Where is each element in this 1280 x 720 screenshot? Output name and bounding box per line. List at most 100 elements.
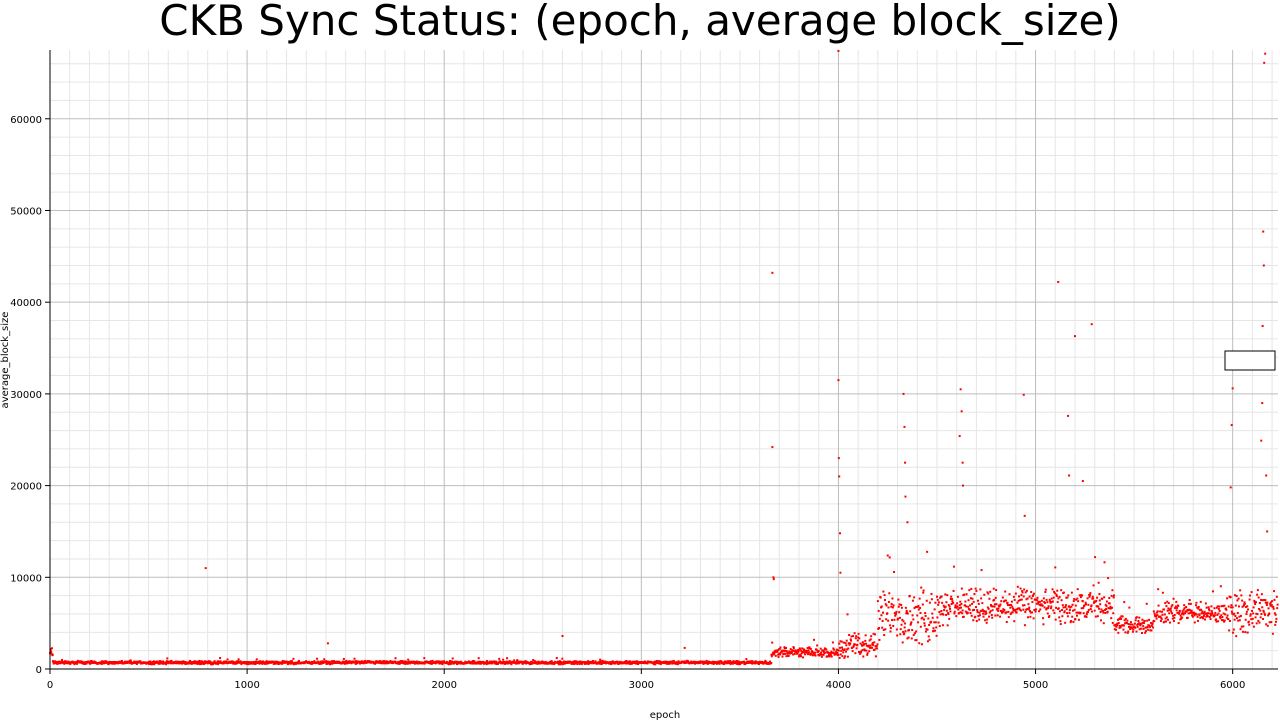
data-point	[844, 655, 847, 658]
data-point	[1256, 613, 1259, 616]
data-point	[1027, 608, 1030, 611]
data-point	[443, 660, 446, 663]
data-point	[743, 660, 746, 663]
data-point	[1220, 614, 1223, 617]
x-tick-label: 6000	[1220, 680, 1245, 691]
data-point	[904, 495, 907, 498]
data-point	[833, 648, 836, 651]
data-point	[949, 607, 952, 610]
data-point	[287, 660, 290, 663]
data-point	[884, 603, 887, 606]
data-point	[1023, 514, 1026, 517]
data-point	[990, 605, 993, 608]
data-point	[957, 608, 960, 611]
data-point	[550, 660, 553, 663]
data-point	[987, 607, 990, 610]
data-point	[470, 662, 473, 665]
data-point	[849, 638, 852, 641]
data-point	[353, 661, 356, 664]
data-point	[820, 655, 823, 658]
data-point	[135, 660, 138, 663]
data-point	[195, 662, 198, 665]
data-point	[1096, 615, 1099, 618]
data-point	[925, 599, 928, 602]
data-point	[824, 651, 827, 654]
data-point	[504, 662, 507, 665]
data-point	[1129, 623, 1132, 626]
data-point	[198, 659, 201, 662]
data-point	[1040, 599, 1043, 602]
data-point	[994, 614, 997, 617]
data-point	[1242, 625, 1245, 628]
data-point	[1035, 602, 1038, 605]
data-point	[1036, 602, 1039, 605]
data-point	[329, 663, 332, 666]
data-point	[1268, 612, 1271, 615]
data-point	[773, 652, 776, 655]
data-point	[1164, 602, 1167, 605]
data-point	[757, 661, 760, 664]
data-point	[974, 615, 977, 618]
data-point	[406, 662, 409, 665]
data-point	[1042, 597, 1045, 600]
data-point	[216, 661, 219, 664]
data-point	[342, 660, 345, 663]
data-point	[1271, 632, 1274, 635]
data-point	[1113, 594, 1116, 597]
data-point	[968, 589, 971, 592]
data-point	[813, 638, 816, 641]
data-point	[1131, 630, 1134, 633]
data-point	[1020, 598, 1023, 601]
data-point	[861, 649, 864, 652]
data-point	[856, 639, 859, 642]
data-point	[1191, 615, 1194, 618]
data-point	[1209, 612, 1212, 615]
data-point	[219, 657, 222, 660]
data-point	[1205, 606, 1208, 609]
data-point	[1177, 622, 1180, 625]
data-point	[397, 662, 400, 665]
data-point	[890, 603, 893, 606]
data-point	[852, 644, 855, 647]
data-point	[1206, 614, 1209, 617]
data-point	[1069, 621, 1072, 624]
data-point	[1233, 612, 1236, 615]
data-point	[808, 647, 811, 650]
data-point	[1196, 619, 1199, 622]
data-point	[844, 642, 847, 645]
data-point	[1234, 615, 1237, 618]
data-point	[951, 600, 954, 603]
data-point	[941, 601, 944, 604]
data-point	[788, 650, 791, 653]
data-point	[990, 614, 993, 617]
data-point	[960, 602, 963, 605]
data-point	[1014, 608, 1017, 611]
data-point	[1074, 618, 1077, 621]
data-point	[931, 616, 934, 619]
data-point	[840, 649, 843, 652]
data-point	[785, 655, 788, 658]
data-point	[1127, 623, 1130, 626]
data-point	[282, 660, 285, 663]
data-point	[1052, 609, 1055, 612]
data-point	[89, 662, 92, 665]
data-point	[772, 576, 775, 579]
data-point	[1167, 602, 1170, 605]
data-point	[893, 612, 896, 615]
data-point	[1192, 612, 1195, 615]
data-point	[587, 662, 590, 665]
data-point	[550, 662, 553, 665]
data-point	[946, 594, 949, 597]
data-point	[50, 650, 53, 653]
data-point	[1260, 593, 1263, 596]
data-point	[971, 609, 974, 612]
data-point	[1108, 602, 1111, 605]
data-point	[82, 662, 85, 665]
data-point	[1260, 439, 1263, 442]
data-point	[210, 663, 213, 666]
data-point	[662, 660, 665, 663]
data-point	[274, 660, 277, 663]
data-point	[277, 662, 280, 665]
data-point	[1054, 618, 1057, 621]
data-point	[423, 662, 426, 665]
